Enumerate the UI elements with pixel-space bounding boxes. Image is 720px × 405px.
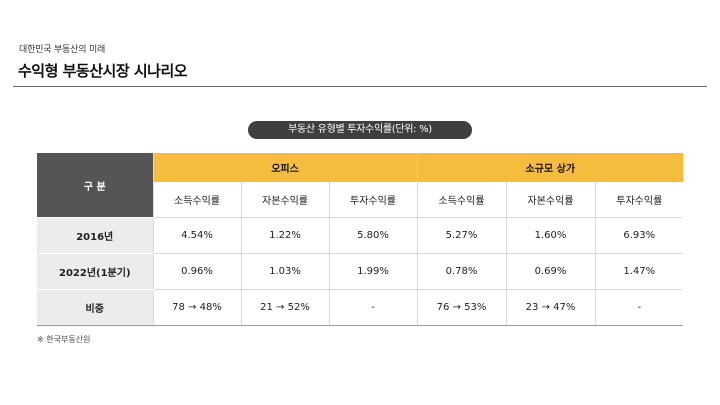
returns-table: 구 분 오피스 소규모 상가 소득수익률 자본수익률 투자수익률 소득수익률 자… xyxy=(37,153,684,326)
table-caption-badge: 부동산 유형별 투자수익률(단위: %) xyxy=(248,121,472,139)
group-header-row: 구 분 오피스 소규모 상가 xyxy=(37,153,684,218)
table-cell: 1.60% xyxy=(505,217,596,254)
table-cell: 1.03% xyxy=(240,253,329,290)
table-cell: 5.80% xyxy=(328,217,418,254)
subheader-investment-return: 투자수익률 xyxy=(594,182,684,218)
subheader-investment-return: 투자수익률 xyxy=(328,182,418,218)
page-subtitle: 대한민국 부동산의 미래 xyxy=(19,45,106,55)
subheader-income-return: 소득수익률 xyxy=(416,182,507,218)
table-cell: 6.93% xyxy=(594,217,684,254)
table-row: 비중 78 → 48% 21 → 52% - 76 → 53% 23 → 47%… xyxy=(37,289,684,326)
row-header: 비중 xyxy=(37,289,153,326)
source-note: ※ 한국부동산원 xyxy=(37,335,91,344)
table-row: 2016년 4.54% 1.22% 5.80% 5.27% 1.60% 6.93… xyxy=(37,217,684,254)
subheader-row: 소득수익률 자본수익률 투자수익률 소득수익률 자본수익률 투자수익률 xyxy=(37,182,684,218)
table-cell: 1.99% xyxy=(328,253,418,290)
row-header: 2016년 xyxy=(37,217,153,254)
subheader-income-return: 소득수익률 xyxy=(152,182,241,218)
table-cell: - xyxy=(594,289,684,326)
group-header-small-retail: 소규모 상가 xyxy=(416,153,684,182)
page-title: 수익형 부동산시장 시나리오 xyxy=(18,62,188,80)
table-cell: 0.78% xyxy=(416,253,507,290)
table-cell: 23 → 47% xyxy=(505,289,596,326)
subheader-capital-return: 자본수익률 xyxy=(505,182,596,218)
table-cell: 5.27% xyxy=(416,217,507,254)
table-cell: 0.69% xyxy=(505,253,596,290)
table-cell: 1.47% xyxy=(594,253,684,290)
title-divider xyxy=(13,86,707,87)
table-cell: 4.54% xyxy=(152,217,241,254)
row-header: 2022년(1분기) xyxy=(37,253,153,290)
corner-header: 구 분 xyxy=(37,153,153,218)
table-cell: 78 → 48% xyxy=(152,289,241,326)
subheader-capital-return: 자본수익률 xyxy=(240,182,329,218)
table-cell: 0.96% xyxy=(152,253,241,290)
table-row: 2022년(1분기) 0.96% 1.03% 1.99% 0.78% 0.69%… xyxy=(37,253,684,290)
table-cell: 1.22% xyxy=(240,217,329,254)
table-cell: - xyxy=(328,289,418,326)
table-cell: 76 → 53% xyxy=(416,289,507,326)
group-header-office: 오피스 xyxy=(152,153,418,182)
table-cell: 21 → 52% xyxy=(240,289,329,326)
